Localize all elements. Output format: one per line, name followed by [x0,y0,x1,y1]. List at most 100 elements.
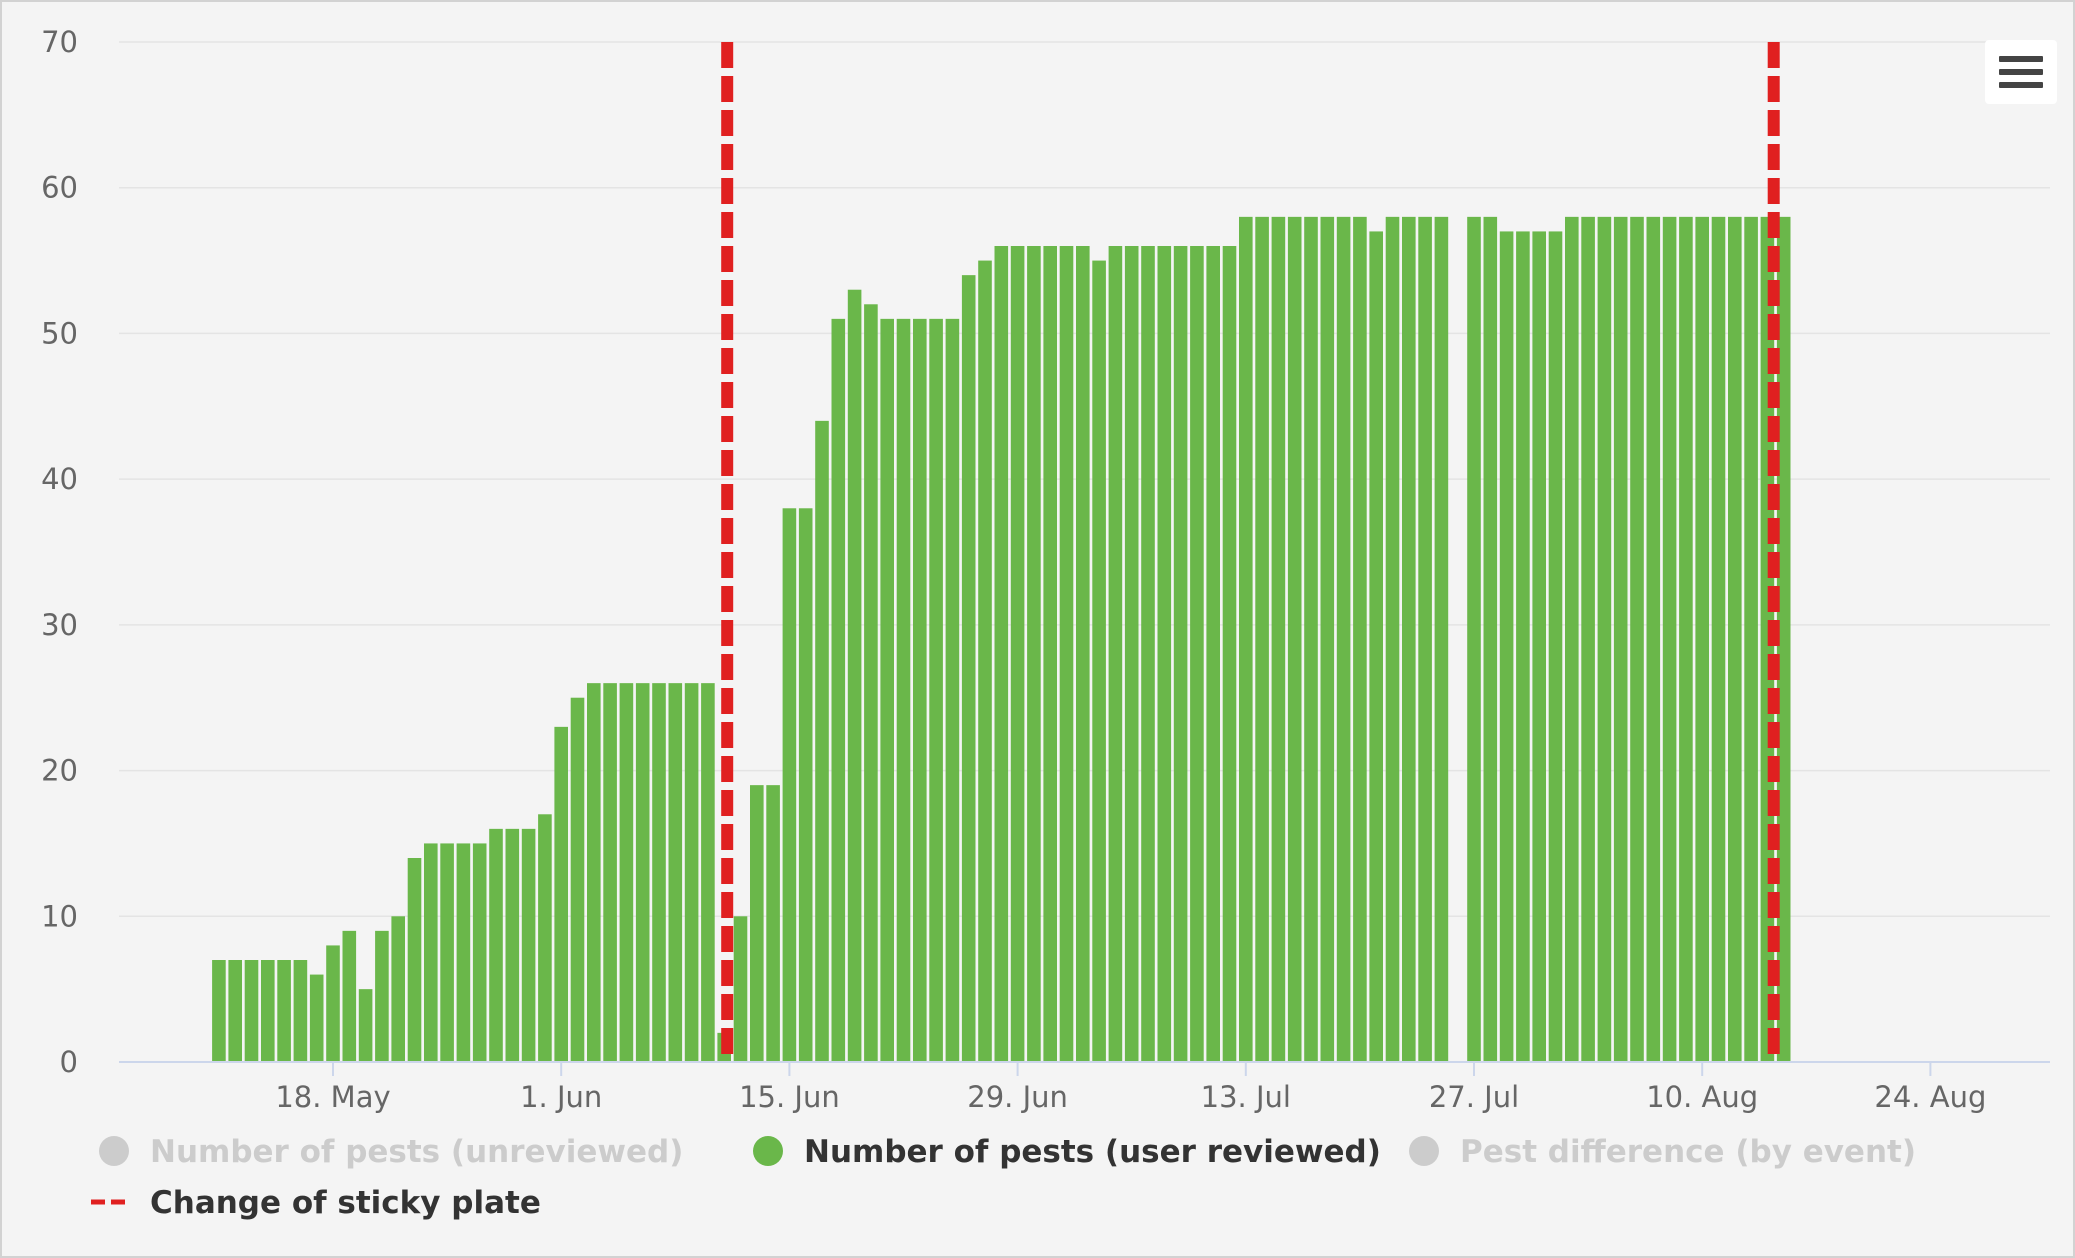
legend-label: Change of sticky plate [150,1185,541,1221]
bar [1744,216,1758,1062]
bar [554,726,568,1062]
bar [1141,246,1155,1062]
bar [1206,246,1220,1062]
bar [1483,216,1498,1062]
bar [668,683,683,1062]
legend-item[interactable]: Number of pests (user reviewed) [753,1134,1381,1170]
bar [1532,231,1546,1062]
bar [701,683,715,1062]
bar [1385,216,1400,1062]
bar [1499,231,1514,1062]
bar [1304,216,1318,1062]
sticky-plate-change-lines [721,42,1780,1062]
bar [1124,246,1139,1062]
bar [994,246,1009,1062]
y-tick-label: 20 [41,754,78,788]
bar [326,945,340,1062]
bar [1353,216,1367,1062]
bar [1662,216,1677,1062]
bar [1108,246,1123,1062]
bar [1092,260,1106,1063]
bar [1434,216,1449,1062]
bar [961,275,976,1063]
bar [1565,216,1579,1062]
bar [489,828,503,1062]
legend-symbol-icon [1409,1136,1439,1166]
hamburger-menu-icon-line-3 [1999,82,2043,88]
bar [896,318,911,1062]
legend-symbol-icon [753,1136,783,1166]
bar [1173,246,1188,1062]
bar [684,683,699,1062]
y-axis-labels: 0 10 20 30 40 50 60 70 [41,25,78,1079]
bar [342,930,357,1062]
bar [978,260,992,1063]
bar [1695,216,1709,1062]
bar [587,683,601,1062]
bar [293,960,308,1062]
bar [1222,246,1237,1062]
bar [1059,246,1074,1062]
bar [652,683,666,1062]
bar [407,858,422,1062]
bar [1613,216,1628,1062]
legend-symbol-icon [99,1136,129,1166]
bar [1646,216,1661,1062]
y-tick-label: 30 [41,608,78,642]
legend-item-sticky-plate[interactable]: Change of sticky plate [91,1185,541,1221]
bar [505,828,520,1062]
x-tick-label: 29. Jun [967,1080,1068,1114]
x-tick-label: 24. Aug [1874,1080,1986,1114]
bar [440,843,454,1062]
y-tick-label: 50 [41,316,78,350]
bar [570,697,585,1062]
bar [212,960,226,1062]
legend: Number of pests (unreviewed) Number of pe… [91,1134,1916,1221]
bar [880,318,894,1062]
bar [1271,216,1286,1062]
bar [1467,216,1481,1062]
bar [1402,216,1416,1062]
legend-item[interactable]: Pest difference (by event) [1409,1134,1916,1170]
bar [391,916,405,1062]
bar [309,974,324,1062]
bar [1010,246,1025,1062]
bar [1776,216,1791,1062]
bar [782,508,797,1062]
bar [1581,216,1595,1062]
bar [456,843,471,1062]
bar [1157,246,1172,1062]
x-tick-label: 18. May [275,1080,390,1114]
bar [1728,216,1742,1062]
y-tick-label: 70 [41,25,78,59]
bar [798,508,813,1062]
bar [815,420,829,1062]
bar [1711,216,1726,1062]
x-tick-label: 1. Jun [520,1080,602,1114]
x-tick-label: 27. Jul [1429,1080,1519,1114]
bar-series [212,216,1791,1063]
bar [913,318,927,1062]
legend-item[interactable]: Number of pests (unreviewed) [99,1134,683,1170]
bar [733,916,748,1062]
bar [277,960,291,1062]
bar [847,289,862,1062]
bar [603,683,617,1062]
hamburger-menu-icon-line-2 [1999,69,2043,75]
bar [261,960,275,1062]
bar [945,318,960,1062]
bar [472,843,487,1062]
bar [766,785,780,1062]
bar [1597,216,1612,1062]
bar [358,989,373,1062]
bar [1418,216,1432,1062]
bar [1076,246,1090,1062]
bar [1239,216,1253,1062]
y-tick-label: 10 [41,899,78,933]
bar [1369,231,1383,1062]
bar [1679,216,1693,1062]
bar [375,930,389,1062]
chart-menu-button[interactable] [1985,40,2057,104]
